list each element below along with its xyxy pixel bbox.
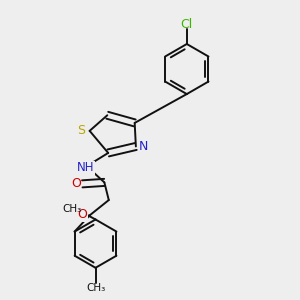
Text: NH: NH <box>76 161 94 174</box>
Text: CH₃: CH₃ <box>86 283 105 293</box>
Text: O: O <box>71 177 81 190</box>
Text: S: S <box>77 124 86 137</box>
Text: N: N <box>139 140 148 153</box>
Text: Cl: Cl <box>181 18 193 32</box>
Text: O: O <box>77 208 87 221</box>
Text: CH₃: CH₃ <box>62 204 82 214</box>
